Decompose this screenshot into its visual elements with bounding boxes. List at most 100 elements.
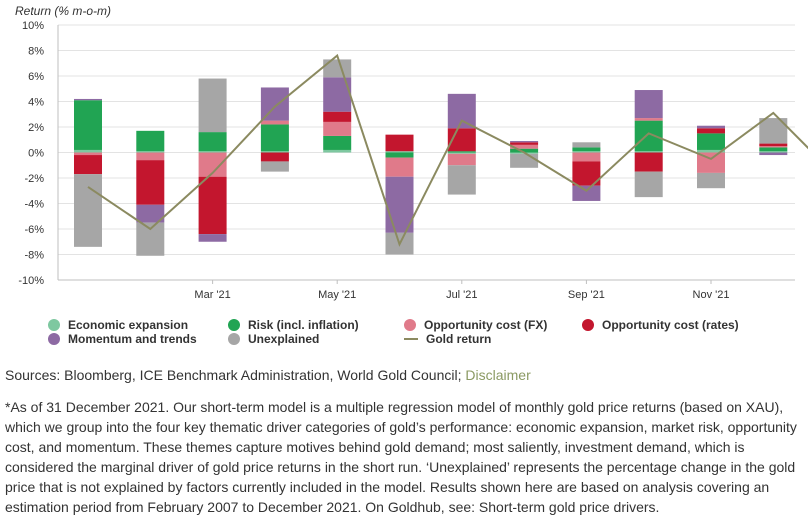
disclaimer-link[interactable]: Disclaimer [465, 367, 531, 383]
bar-segment [447, 153, 476, 166]
bar-segment [759, 151, 788, 153]
bar-segment [323, 111, 352, 122]
legend-label: Economic expansion [68, 318, 189, 332]
bar-segment [198, 234, 227, 242]
bar-segment [260, 152, 289, 162]
bar-segment [260, 151, 289, 153]
legend-label: Risk (incl. inflation) [248, 318, 359, 332]
y-tick-label: 0% [28, 148, 44, 160]
bar-segment [447, 165, 476, 195]
y-tick-label: 10% [22, 20, 44, 32]
bar-segment [323, 121, 352, 136]
bar-segment [198, 78, 227, 133]
sources-note: Sources: Bloomberg, ICE Benchmark Admini… [5, 367, 531, 383]
bar-segment [634, 151, 663, 153]
x-tick-label: Jul '21 [446, 289, 477, 301]
bar-segment [447, 93, 476, 129]
y-tick-label: 2% [28, 122, 44, 134]
x-tick-label: Nov '21 [693, 289, 730, 301]
footnote: *As of 31 December 2021. Our short-term … [5, 399, 797, 515]
bar-segment [572, 142, 601, 148]
bar-segment [136, 151, 165, 153]
bar-segment [323, 135, 352, 150]
legend-item-economic-expansion[interactable]: Economic expansion [48, 318, 188, 332]
sources-text: Sources: Bloomberg, ICE Benchmark Admini… [5, 367, 466, 383]
y-tick-label: 6% [28, 71, 44, 83]
bar-segment [198, 132, 227, 152]
bar-segment [447, 152, 476, 154]
bar-segment [759, 152, 788, 156]
x-tick-label: Mar '21 [194, 289, 230, 301]
bar-segment [634, 152, 663, 172]
bar-segment [385, 157, 414, 177]
legend-item-opportunity-cost-rates[interactable]: Opportunity cost (rates) [582, 318, 739, 332]
bar-segment [572, 185, 601, 201]
bar-segment [447, 151, 476, 153]
bar-segment [74, 155, 102, 175]
bar-segment [697, 125, 725, 129]
y-tick-label: -8% [24, 250, 44, 262]
legend-swatch-economic-expansion [48, 319, 60, 331]
legend-label: Unexplained [248, 332, 320, 346]
bar-segment [136, 130, 165, 152]
bar-segment [634, 90, 663, 119]
y-tick-label: 4% [28, 97, 44, 109]
legend-swatch-opportunity-cost-fx [404, 319, 416, 331]
bar-segment [385, 152, 414, 158]
bar-segment [759, 146, 788, 148]
legend-swatch-unexplained [228, 333, 240, 345]
bar-segment [697, 149, 725, 153]
x-tick-label: Sep '21 [568, 289, 605, 301]
bar-segment [74, 174, 102, 247]
bar-segment [198, 151, 227, 153]
legend-item-risk[interactable]: Risk (incl. inflation) [228, 318, 359, 332]
bar-segment [634, 120, 663, 152]
bar-segment [74, 98, 102, 101]
bar-segment [697, 172, 725, 189]
legend-label: Gold return [426, 332, 492, 346]
legend-item-gold-return[interactable]: Gold return [404, 332, 491, 346]
bar-segment [759, 143, 788, 147]
bar-segment [136, 152, 165, 161]
bar-segment [572, 147, 601, 152]
bar-segment [198, 176, 227, 235]
x-tick-label: May '21 [318, 289, 356, 301]
bar-segment [323, 59, 352, 78]
bar-segment [136, 204, 165, 223]
bar-segment [697, 133, 725, 150]
bar-segment [572, 151, 601, 153]
bar-segment [385, 134, 414, 152]
y-axis-title: Return (% m-o-m) [15, 4, 111, 18]
legend-item-unexplained[interactable]: Unexplained [228, 332, 319, 346]
legend-item-momentum[interactable]: Momentum and trends [48, 332, 197, 346]
y-tick-label: -4% [24, 199, 44, 211]
bar-segment [74, 152, 102, 156]
bar-segment [385, 151, 414, 153]
legend-line-gold-return [404, 338, 418, 340]
bar-segment [510, 153, 539, 168]
bar-segment [510, 142, 539, 145]
legend-label: Opportunity cost (rates) [602, 318, 739, 332]
bar-segment [323, 149, 352, 153]
legend-swatch-momentum [48, 333, 60, 345]
bar-segment [385, 176, 414, 233]
bar-segment [697, 128, 725, 134]
bar-segment [260, 124, 289, 152]
bar-segment [634, 118, 663, 121]
y-tick-label: -6% [24, 224, 44, 236]
bar-segment [260, 120, 289, 125]
legend-label: Opportunity cost (FX) [424, 318, 548, 332]
legend-item-opportunity-cost-fx[interactable]: Opportunity cost (FX) [404, 318, 547, 332]
bar-segment [510, 144, 539, 149]
bar-segment [510, 141, 539, 143]
gold-return-line [87, 53, 808, 247]
y-tick-label: -10% [18, 275, 44, 287]
bar-segment [510, 148, 539, 153]
bar-segment [136, 160, 165, 205]
y-tick-label: 8% [28, 46, 44, 58]
legend-label: Momentum and trends [68, 332, 197, 346]
bar-segment [74, 100, 102, 150]
bar-segment [759, 147, 788, 152]
legend-swatch-risk [228, 319, 240, 331]
bar-segment [697, 152, 725, 173]
